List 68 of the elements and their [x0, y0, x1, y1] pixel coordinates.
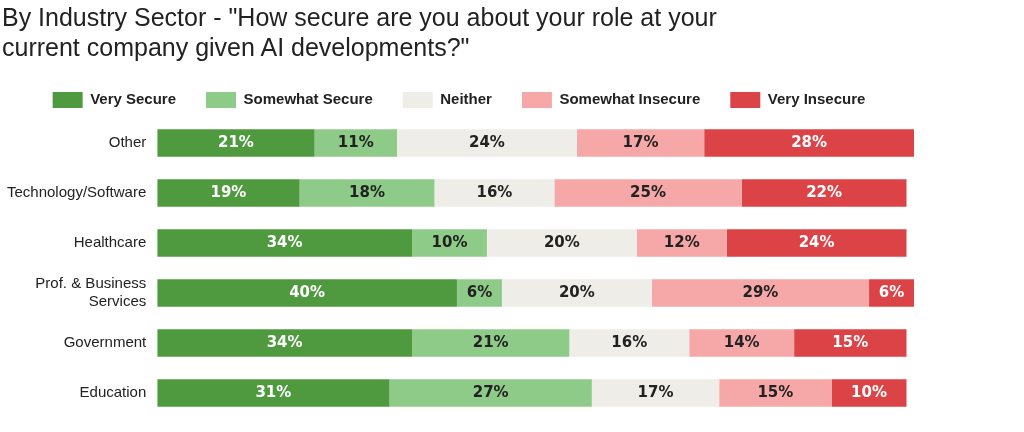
bar: [651, 279, 870, 307]
data-label: 20%: [543, 232, 580, 251]
data-label: 21%: [472, 332, 509, 351]
data-label: 22%: [806, 182, 843, 201]
bar: [434, 179, 555, 207]
bar: [299, 179, 435, 207]
data-label: 12%: [663, 232, 700, 251]
data-label: 40%: [289, 282, 326, 301]
data-label: 16%: [611, 332, 648, 351]
bar: [397, 129, 577, 157]
data-label: 34%: [266, 232, 303, 251]
legend-label: Neither: [440, 90, 493, 108]
data-label: 29%: [742, 282, 779, 301]
y-tick-label: Education: [79, 383, 147, 401]
bar: [157, 129, 315, 157]
data-label: 19%: [210, 182, 247, 201]
data-label: 11%: [337, 132, 374, 151]
legend-label: Somewhat Insecure: [559, 90, 701, 108]
data-label: 28%: [791, 132, 828, 151]
data-label: 17%: [622, 132, 659, 151]
bar: [704, 129, 914, 157]
bar: [726, 229, 907, 257]
bar: [157, 379, 390, 407]
legend-label: Somewhat Secure: [243, 90, 373, 108]
bar: [689, 329, 795, 357]
data-label: 24%: [798, 232, 835, 251]
data-label: 20%: [558, 282, 595, 301]
bar: [576, 129, 705, 157]
bar: [591, 379, 720, 407]
data-label: 18%: [349, 182, 385, 201]
legend-label: Very Insecure: [767, 90, 866, 108]
data-label: 10%: [851, 382, 887, 401]
data-label: 6%: [466, 282, 493, 301]
bar: [157, 229, 412, 257]
data-label: 14%: [723, 332, 760, 351]
bar: [501, 279, 652, 307]
data-label: 31%: [255, 382, 292, 401]
bar: [719, 379, 832, 407]
bar: [569, 329, 690, 357]
bar: [636, 229, 727, 257]
y-tick-label: Government: [63, 333, 148, 351]
data-label: 27%: [472, 382, 509, 401]
y-tick-label: Prof. & Business Services: [35, 274, 147, 310]
y-tick-label: Other: [108, 133, 147, 151]
bar: [314, 129, 398, 157]
bar: [157, 179, 300, 207]
data-label: 21%: [217, 132, 254, 151]
bar: [741, 179, 907, 207]
data-label: 17%: [637, 382, 674, 401]
data-label: 6%: [878, 282, 905, 301]
data-label: 15%: [757, 382, 794, 401]
bar: [389, 379, 592, 407]
data-label: 15%: [832, 332, 869, 351]
data-label: 25%: [630, 182, 666, 201]
bar: [157, 329, 412, 357]
bar: [486, 229, 637, 257]
bar: [794, 329, 907, 357]
data-label: 10%: [431, 232, 468, 251]
legend-label: Very Secure: [90, 90, 177, 108]
data-label: 16%: [476, 182, 513, 201]
y-tick-label: Technology/Software: [7, 183, 147, 201]
y-tick-label: Healthcare: [73, 233, 147, 251]
bar: [157, 279, 457, 307]
chart-title: By Industry Sector - "How secure are you about your role at your current company given AI developments?": [1, 2, 718, 62]
bar: [412, 329, 570, 357]
data-label: 24%: [468, 132, 505, 151]
bar: [554, 179, 742, 207]
data-label: 34%: [266, 332, 303, 351]
